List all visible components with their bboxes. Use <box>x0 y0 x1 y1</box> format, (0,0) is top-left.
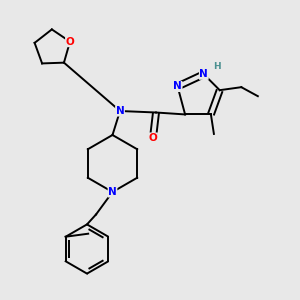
Text: N: N <box>116 106 124 116</box>
Text: O: O <box>148 133 158 143</box>
Text: O: O <box>66 37 74 46</box>
Text: N: N <box>108 187 117 197</box>
Text: H: H <box>214 62 221 71</box>
Text: N: N <box>173 82 182 92</box>
Text: N: N <box>200 69 208 79</box>
